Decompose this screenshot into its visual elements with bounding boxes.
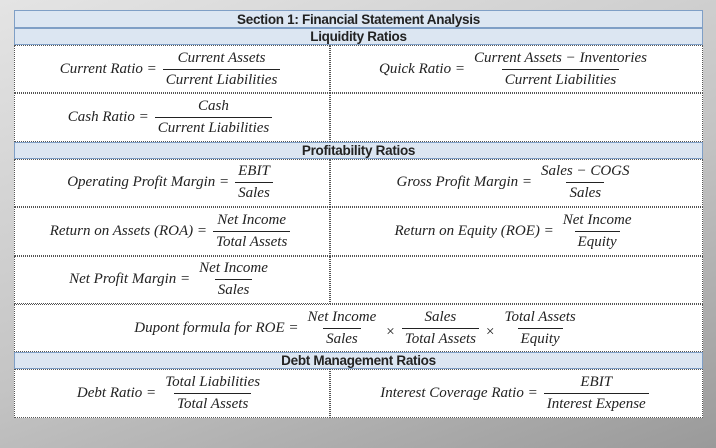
- numerator: Total Assets: [504, 308, 576, 325]
- formula-label: Dupont formula for ROE =: [134, 319, 299, 336]
- numerator: Cash: [198, 98, 229, 115]
- fraction: Net Income Total Assets: [213, 210, 291, 253]
- formula-cell: Net Profit Margin = Net Income Sales: [14, 255, 330, 304]
- numerator: Current Assets − Inventories: [473, 49, 647, 66]
- formula-label: Gross Profit Margin =: [396, 174, 533, 191]
- operator: ×: [486, 323, 495, 340]
- denominator: Equity: [517, 327, 563, 350]
- numerator: Net Income: [562, 211, 632, 228]
- formula-cell: Interest Coverage Ratio = EBIT Interest Ex…: [330, 369, 703, 418]
- denominator: Sales: [566, 182, 605, 204]
- formula-cell: Current Ratio = Current Assets Current Lia…: [14, 45, 330, 94]
- fraction: Current Assets − Inventories Current Liab…: [471, 48, 650, 91]
- fraction: Sales − COGS Sales: [538, 161, 632, 204]
- fraction: Sales Total Assets: [401, 307, 480, 350]
- numerator: Net Income: [199, 260, 268, 277]
- formula-cell: [330, 93, 703, 142]
- formula-cell: Gross Profit Margin = Sales − COGS Sales: [330, 158, 703, 208]
- heading-text: Debt Management Ratios: [281, 353, 436, 369]
- fraction: EBIT Interest Expense: [543, 372, 649, 415]
- fraction: Net Income Sales: [305, 307, 380, 350]
- numerator: Sales: [424, 308, 457, 325]
- formula-label: Return on Equity (ROE) =: [394, 222, 554, 239]
- denominator: Sales: [214, 279, 253, 301]
- numerator: Total Liabilities: [165, 374, 261, 391]
- fraction: Total Assets Equity: [501, 307, 578, 350]
- fraction: Total Liabilities Total Assets: [162, 372, 263, 415]
- formula-label: Interest Coverage Ratio =: [380, 385, 538, 402]
- heading-text: Liquidity Ratios: [310, 29, 407, 44]
- formula-cell: Cash Ratio = Cash Current Liabilities: [14, 93, 330, 142]
- denominator: Total Assets: [213, 230, 291, 253]
- numerator: Current Assets: [177, 49, 266, 66]
- denominator: Current Liabilities: [162, 68, 281, 91]
- section-heading: Debt Management Ratios: [14, 352, 703, 370]
- operator: ×: [386, 323, 395, 340]
- formula-label: Cash Ratio =: [67, 109, 149, 126]
- fraction: Current Assets Current Liabilities: [162, 48, 281, 91]
- denominator: Equity: [574, 230, 620, 253]
- denominator: Total Assets: [174, 393, 252, 415]
- heading-text: Profitability Ratios: [301, 142, 416, 158]
- section-heading: Liquidity Ratios: [14, 28, 703, 45]
- section-title: Section 1: Financial Statement Analysis: [14, 10, 703, 28]
- denominator: Total Assets: [401, 327, 480, 350]
- denominator: Interest Expense: [543, 393, 649, 415]
- denominator: Sales: [323, 327, 361, 350]
- fraction: Net Income Equity: [560, 210, 635, 253]
- formula-label: Current Ratio =: [59, 60, 157, 77]
- title-text: Section 1: Financial Statement Analysis: [237, 11, 480, 27]
- formula-cell: Return on Equity (ROE) = Net Income Equity: [330, 207, 703, 256]
- formula-cell: Dupont formula for ROE = Net Income Sales ×…: [14, 304, 703, 353]
- numerator: Net Income: [307, 308, 377, 325]
- formula-label: Net Profit Margin =: [69, 271, 191, 288]
- formula-label: Debt Ratio =: [76, 385, 157, 402]
- formula-label: Return on Assets (ROA) =: [49, 222, 208, 239]
- fraction: Cash Current Liabilities: [154, 96, 273, 139]
- formula-label: Operating Profit Margin =: [67, 174, 230, 191]
- formula-cell: Debt Ratio = Total Liabilities Total Asset…: [14, 369, 330, 418]
- formula-label: Quick Ratio =: [379, 60, 465, 77]
- numerator: EBIT: [238, 163, 270, 180]
- denominator: Current Liabilities: [154, 117, 273, 139]
- formula-cell: Quick Ratio = Current Assets − Inventorie…: [330, 45, 703, 94]
- formula-cell: Operating Profit Margin = EBIT Sales: [14, 158, 330, 208]
- section-heading: Profitability Ratios: [14, 141, 703, 159]
- denominator: Sales: [235, 182, 273, 204]
- formula-cell: [330, 255, 703, 304]
- fraction: EBIT Sales: [235, 161, 273, 204]
- fraction: Net Income Sales: [196, 258, 271, 301]
- numerator: Sales − COGS: [541, 163, 630, 180]
- formula-cell: Return on Assets (ROA) = Net Income Total …: [14, 207, 330, 256]
- denominator: Current Liabilities: [501, 68, 620, 91]
- numerator: EBIT: [580, 374, 613, 391]
- numerator: Net Income: [217, 211, 287, 228]
